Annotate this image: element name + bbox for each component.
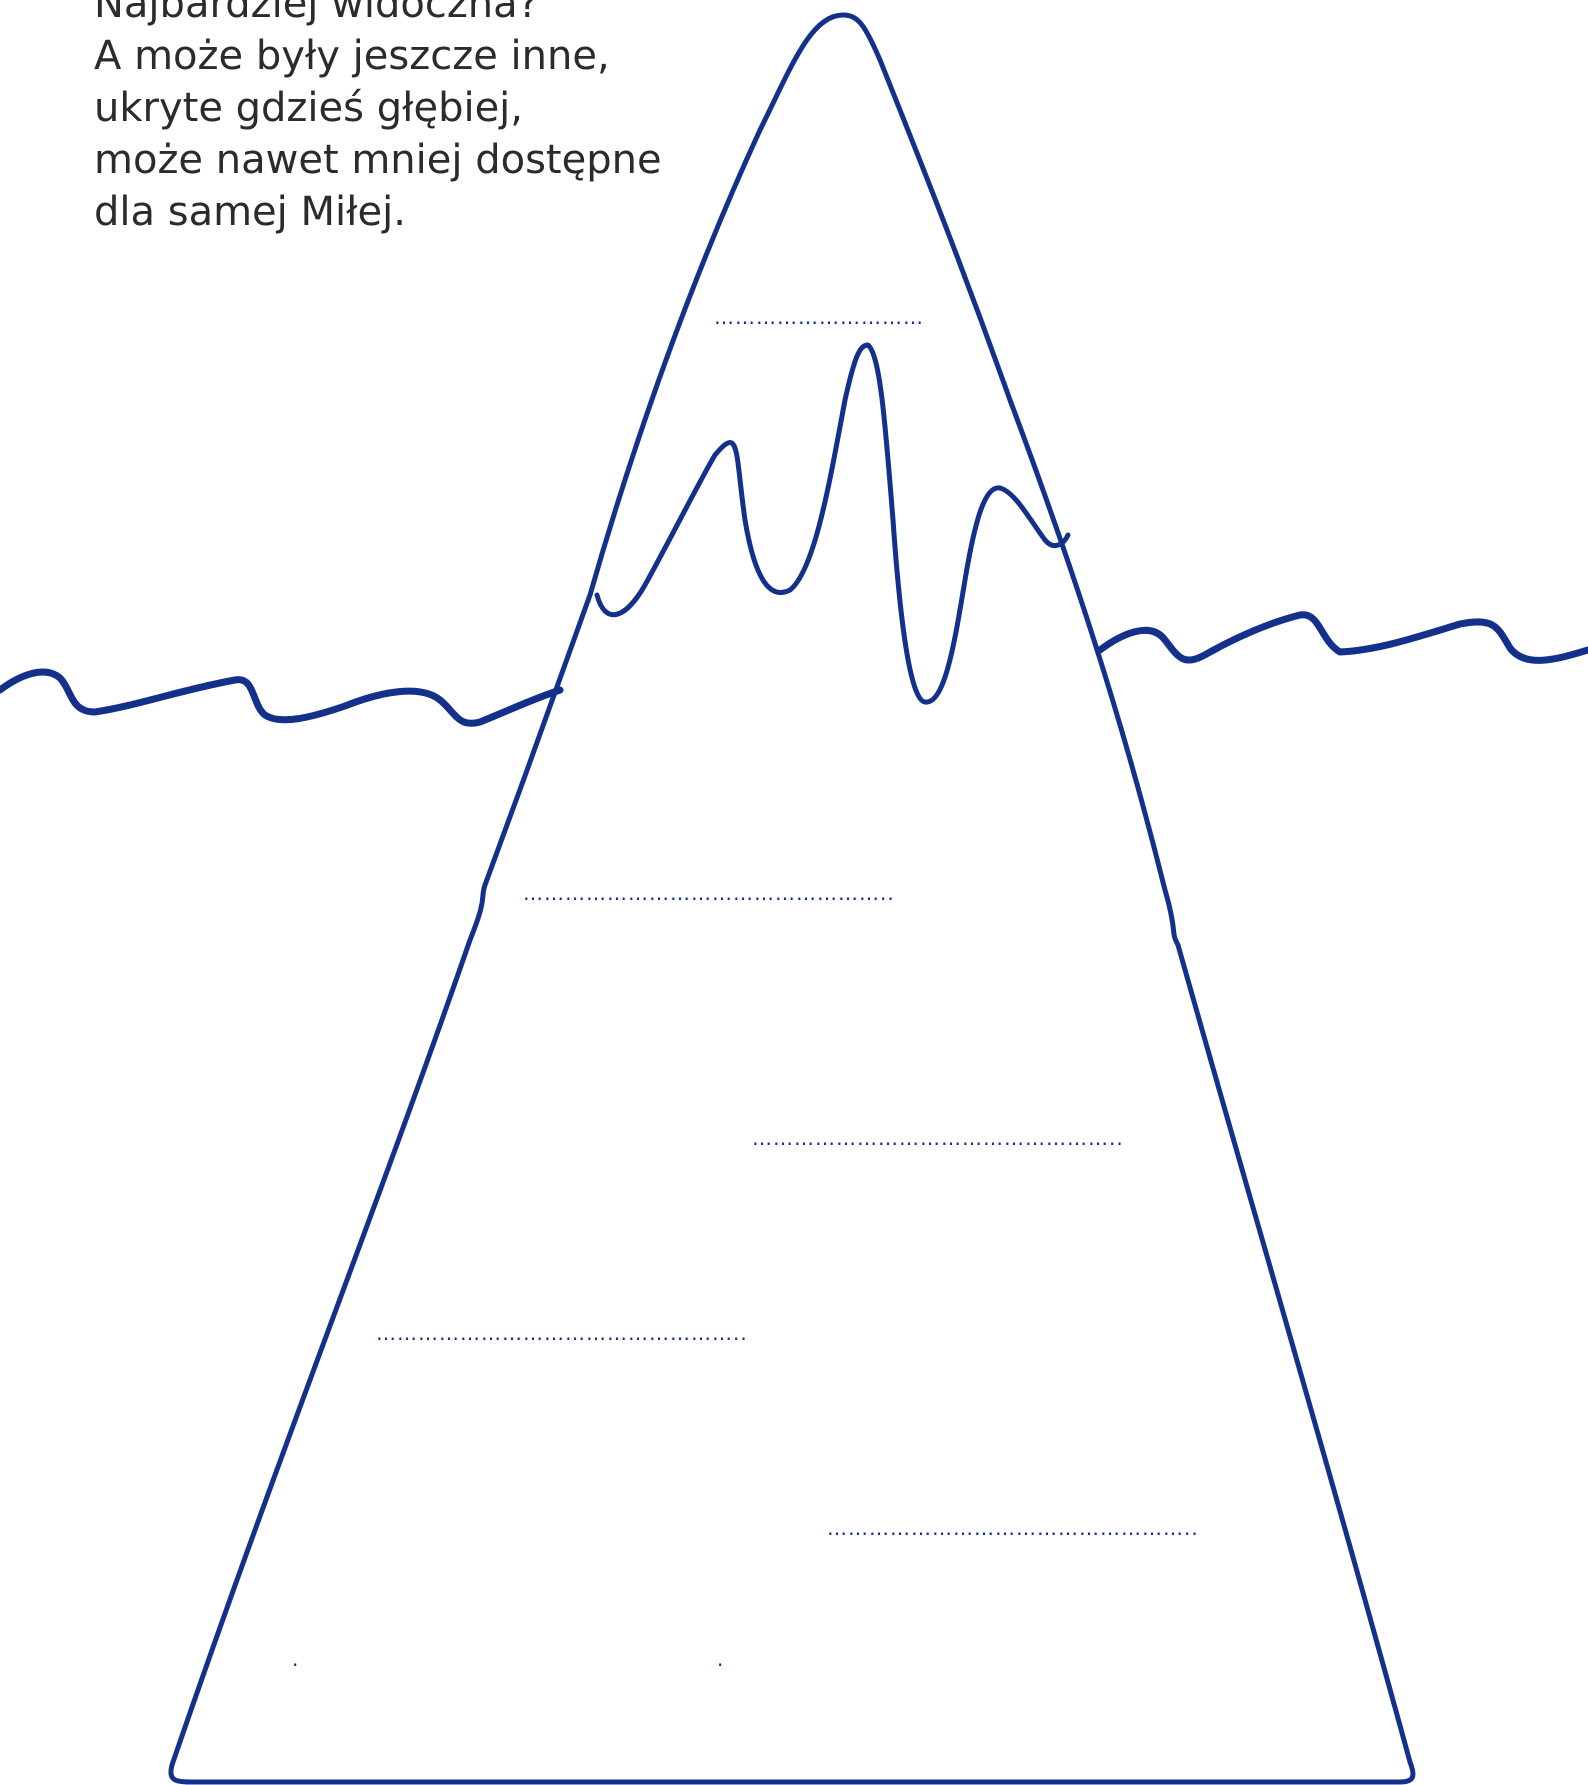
blank-line-level-1[interactable]: …………………………………………….. <box>523 881 895 905</box>
blank-line-level-4[interactable]: …………………………………………….. <box>827 1516 1199 1540</box>
intro-line: Najbardziej widoczna? <box>94 0 539 27</box>
intro-line: może nawet mniej dostępne <box>94 137 662 183</box>
water-line-right <box>1096 611 1588 664</box>
intro-line: ukryte gdzieś głębiej, <box>94 85 524 131</box>
blank-dot-right[interactable]: . <box>717 1647 725 1671</box>
water-line-left <box>0 668 564 727</box>
iceberg-outline <box>168 12 1416 1785</box>
blank-line-level-3[interactable]: …………………………………………….. <box>376 1321 748 1345</box>
intro-line: dla samej Miłej. <box>94 189 406 235</box>
blank-dot-left[interactable]: . <box>292 1647 300 1671</box>
blank-line-level-2[interactable]: …………………………………………….. <box>752 1126 1124 1150</box>
iceberg-waterline <box>594 342 1071 705</box>
intro-line: A może były jeszcze inne, <box>94 33 610 79</box>
intro-text: Najbardziej widoczna? A może były jeszcz… <box>94 0 662 238</box>
blank-line-tip[interactable]: ………………………… <box>714 305 924 329</box>
